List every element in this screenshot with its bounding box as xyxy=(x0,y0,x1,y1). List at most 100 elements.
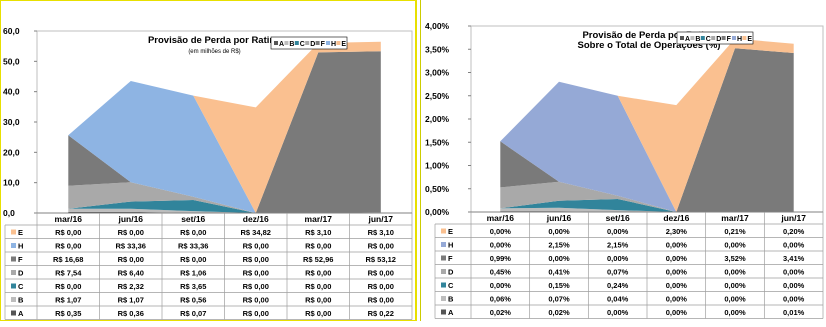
table-cell: R$ 3,10 xyxy=(305,228,331,237)
table-cell: R$ 1,07 xyxy=(55,296,81,305)
table-cell: 0,00% xyxy=(666,268,688,277)
table-cell: R$ 0,00 xyxy=(305,282,331,291)
legend-label-a: A xyxy=(279,41,284,48)
table-row-label: D xyxy=(448,268,454,277)
table-cell: R$ 16,68 xyxy=(53,255,83,264)
area-series-d xyxy=(68,182,381,213)
legend-label-b: B xyxy=(695,36,700,43)
area-series-f xyxy=(500,48,794,212)
y-tick-label: 0,50% xyxy=(425,184,450,194)
table-column-header: mar/17 xyxy=(305,214,333,224)
table-row-swatch xyxy=(441,269,446,274)
legend-swatch-f xyxy=(721,36,726,40)
table-cell: 0,00% xyxy=(724,295,746,304)
table-row-label: E xyxy=(448,227,453,236)
table-row-swatch xyxy=(441,228,446,234)
table-cell: R$ 0,00 xyxy=(368,242,394,251)
table-row-key-h: H xyxy=(11,242,23,251)
table-cell: R$ 0,00 xyxy=(243,269,269,278)
table-cell: 0,00% xyxy=(607,227,629,236)
table-cell: R$ 0,00 xyxy=(243,309,269,318)
y-tick-label: 4,00% xyxy=(425,21,450,31)
table-cell: 0,00% xyxy=(724,308,746,317)
table-cell: R$ 0,00 xyxy=(243,255,269,264)
table-cell: 3,41% xyxy=(783,254,805,263)
y-tick-label: 3,50% xyxy=(425,44,450,54)
table-cell: 0,00% xyxy=(783,241,805,250)
table-column-header: dez/16 xyxy=(243,214,269,224)
table-row-label: A xyxy=(448,308,454,317)
chart-provisao-valor: 0,0 10,0 20,0 30,0 40,0 50,0 60,0 Provisão de P… xyxy=(3,26,413,320)
table-cell: 0,06% xyxy=(490,295,512,304)
table-cell: R$ 2,32 xyxy=(118,282,144,291)
table-row-key-b: B xyxy=(441,295,454,304)
y-tick-label: 3,00% xyxy=(425,68,450,78)
table-cell: 0,07% xyxy=(548,295,570,304)
table-cell: 0,24% xyxy=(607,281,629,290)
table-cell: R$ 0,00 xyxy=(368,296,394,305)
table-cell: 0,00% xyxy=(666,254,688,263)
area-series-e xyxy=(68,41,381,213)
area-series-e xyxy=(500,38,794,212)
table-row-swatch xyxy=(441,282,446,288)
table-cell: 0,20% xyxy=(783,227,805,236)
area-series-b xyxy=(68,208,381,213)
area-series-f xyxy=(68,51,381,214)
table-cell: 0,00% xyxy=(783,281,805,290)
table-row-key-b: B xyxy=(11,296,24,305)
legend-label-e: E xyxy=(747,36,752,43)
table-cell: R$ 0,22 xyxy=(368,309,394,318)
table-row-label: B xyxy=(448,295,454,304)
legend-label-c: C xyxy=(300,41,305,48)
legend-label-h: H xyxy=(331,41,336,48)
table-cell: R$ 0,00 xyxy=(305,296,331,305)
legend-swatch-c xyxy=(294,41,299,45)
table-row-swatch xyxy=(11,297,16,302)
legend-swatch-e xyxy=(742,36,747,40)
table-row-key-c: C xyxy=(441,281,454,290)
table-cell: 0,00% xyxy=(490,241,512,250)
legend-label-f: F xyxy=(321,41,326,48)
table-cell: 2,15% xyxy=(607,241,629,250)
table-cell: R$ 0,00 xyxy=(243,296,269,305)
legend-label-h: H xyxy=(737,36,742,43)
table-cell: R$ 33,36 xyxy=(178,242,208,251)
legend-label-a: A xyxy=(685,36,690,43)
y-tick-label: 10,0 xyxy=(3,178,20,188)
table-cell: R$ 0,00 xyxy=(118,228,144,237)
y-tick-label: 0,00% xyxy=(425,207,450,217)
table-row-swatch xyxy=(441,296,446,301)
table-cell: 0,07% xyxy=(607,268,629,277)
table-row-swatch xyxy=(11,310,16,316)
table-cell: R$ 0,00 xyxy=(368,282,394,291)
chart-title: Provisão de Perda por Rating xyxy=(582,30,715,41)
table-cell: 0,00% xyxy=(783,268,805,277)
table-cell: 0,00% xyxy=(666,295,688,304)
y-tick-label: 1,50% xyxy=(425,137,450,147)
table-cell: R$ 7,54 xyxy=(55,269,82,278)
table-cell: R$ 1,07 xyxy=(118,296,144,305)
table-column-header: mar/16 xyxy=(55,214,83,224)
table-cell: 0,00% xyxy=(666,308,688,317)
table-cell: 0,00% xyxy=(548,227,570,236)
table-cell: 0,00% xyxy=(607,254,629,263)
table-cell: R$ 0,00 xyxy=(55,228,81,237)
legend-label-c: C xyxy=(706,36,711,43)
table-cell: R$ 0,00 xyxy=(180,255,206,264)
table-column-header: set/16 xyxy=(606,213,630,223)
table-cell: R$ 3,65 xyxy=(180,282,206,291)
area-series-b xyxy=(500,207,794,212)
table-cell: R$ 0,00 xyxy=(243,242,269,251)
table-row-swatch xyxy=(11,270,16,275)
table-cell: R$ 33,36 xyxy=(116,242,146,251)
chart-panel-percent: 0,00% 0,50% 1,00% 1,50% 2,00% 2,50% 3,00% 3,50%… xyxy=(420,0,826,321)
legend-label-d: D xyxy=(716,36,721,43)
table-cell: R$ 0,00 xyxy=(55,282,81,291)
table-cell: R$ 52,96 xyxy=(303,255,333,264)
table-cell: R$ 6,40 xyxy=(118,269,144,278)
table-cell: R$ 0,00 xyxy=(118,255,144,264)
table-row-key-f: F xyxy=(441,254,453,263)
area-series-d xyxy=(500,181,794,212)
